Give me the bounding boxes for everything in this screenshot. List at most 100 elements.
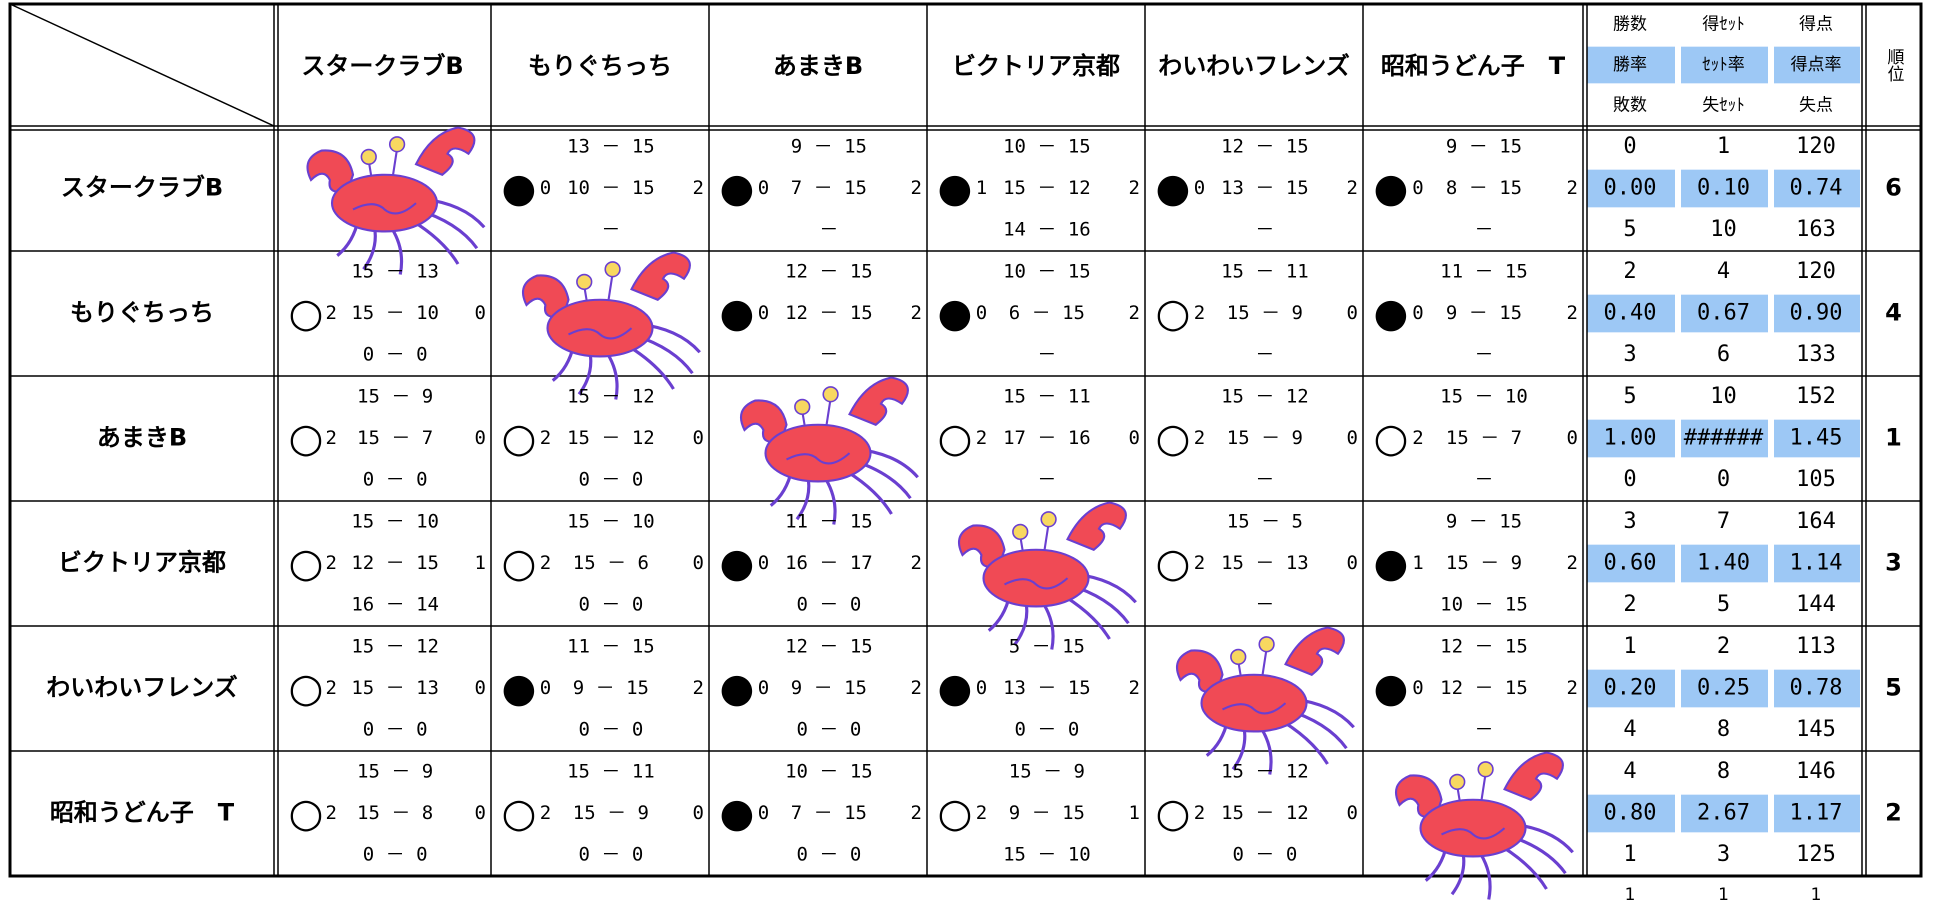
stat-label: 勝数 (1613, 14, 1647, 34)
set-score: 15 － 13 (351, 677, 439, 699)
sets-lost: 2 (911, 302, 922, 324)
highlight (1587, 294, 1675, 333)
sets-lost: 0 (1347, 427, 1358, 449)
sets-won: 2 (1194, 802, 1205, 824)
set-score: 15 － 9 (1009, 760, 1085, 782)
footer-value: 1 (1811, 885, 1822, 905)
stat-value: 10 (1710, 217, 1737, 242)
result-mark: ○ (502, 541, 537, 587)
stat-value: 5 (1623, 217, 1636, 242)
footer-value: 1 (1718, 885, 1729, 905)
stat-value: 163 (1796, 217, 1836, 242)
set-score: 15 － 9 (1227, 302, 1303, 324)
highlight (1681, 419, 1768, 458)
set-score: 10 － 15 (785, 760, 873, 782)
set-score: － (1474, 219, 1493, 241)
set-score: 0 － 0 (1233, 844, 1298, 866)
stat-value: 144 (1796, 592, 1836, 617)
stat-value: 4 (1717, 259, 1730, 284)
set-score: － (1255, 469, 1274, 491)
sets-lost: 0 (1567, 427, 1578, 449)
set-score: 15 － 10 (351, 302, 439, 324)
set-score: 15 － 11 (567, 760, 655, 782)
stat-value: 2.67 (1697, 801, 1750, 826)
team-header: あまきB (773, 52, 863, 80)
result-mark: ○ (289, 791, 324, 837)
team-header: 昭和うどん子 T (1381, 52, 1566, 80)
result-mark: ○ (502, 791, 537, 837)
stat-value: 0 (1717, 467, 1730, 492)
sets-lost: 2 (693, 677, 704, 699)
set-score: 0 － 0 (797, 719, 862, 741)
sets-lost: 2 (1129, 302, 1140, 324)
result-mark: ○ (1156, 416, 1191, 462)
set-score: 0 － 0 (1015, 719, 1080, 741)
sets-lost: 2 (1129, 177, 1140, 199)
sets-won: 0 (1194, 177, 1205, 199)
sets-won: 2 (976, 427, 987, 449)
set-score: 17 － 16 (1003, 427, 1091, 449)
stat-value: 2 (1623, 592, 1636, 617)
sets-lost: 2 (1129, 677, 1140, 699)
footer-value: 1 (1625, 885, 1636, 905)
set-score: 12 － 15 (785, 635, 873, 657)
set-score: 15 － 12 (1221, 385, 1309, 407)
sets-lost: 2 (911, 177, 922, 199)
sets-lost: 0 (693, 552, 704, 574)
sets-lost: 2 (1347, 177, 1358, 199)
sets-won: 0 (540, 177, 551, 199)
rank: 6 (1885, 174, 1902, 202)
set-score: 0 － 0 (363, 344, 428, 366)
stat-value: 0.67 (1697, 301, 1750, 326)
stat-value: 120 (1796, 259, 1836, 284)
result-mark: ○ (938, 791, 973, 837)
sets-won: 2 (540, 552, 551, 574)
rank-label: 順位 (1884, 48, 1905, 82)
result-mark: ● (720, 291, 755, 337)
stat-label: ｾｯﾄ率 (1702, 55, 1745, 75)
sets-lost: 0 (1347, 302, 1358, 324)
sets-lost: 1 (1129, 802, 1140, 824)
sets-lost: 1 (475, 552, 486, 574)
set-score: 15 － 12 (567, 427, 655, 449)
result-mark: ○ (1156, 791, 1191, 837)
sets-won: 1 (976, 177, 987, 199)
set-score: 9 － 15 (791, 135, 867, 157)
set-score: 13 － 15 (567, 135, 655, 157)
set-score: 0 － 0 (579, 469, 644, 491)
crab-image (1175, 625, 1356, 777)
stat-value: 0 (1623, 134, 1636, 159)
set-score: 0 － 0 (363, 719, 428, 741)
stat-value: 2 (1623, 259, 1636, 284)
crab-image (957, 500, 1138, 652)
sets-lost: 0 (475, 427, 486, 449)
result-mark: ● (502, 666, 537, 712)
set-score: 10 － 15 (567, 177, 655, 199)
set-score: 15 － 12 (1003, 177, 1091, 199)
set-score: 16 － 17 (785, 552, 873, 574)
set-score: 0 － 0 (363, 469, 428, 491)
team-name: あまきB (97, 424, 187, 452)
set-score: 12 － 15 (785, 302, 873, 324)
rank: 3 (1885, 549, 1902, 577)
sets-won: 2 (540, 802, 551, 824)
sets-lost: 0 (475, 802, 486, 824)
result-mark: ○ (289, 541, 324, 587)
set-score: 0 － 0 (579, 844, 644, 866)
highlight (1681, 46, 1768, 84)
result-mark: ○ (1156, 541, 1191, 587)
result-mark: ○ (289, 416, 324, 462)
sets-won: 0 (1412, 302, 1423, 324)
highlight (1774, 169, 1860, 208)
team-name: スタークラブB (61, 174, 223, 202)
set-score: 15 － 9 (573, 802, 649, 824)
stat-value: 145 (1796, 717, 1836, 742)
sets-won: 0 (976, 677, 987, 699)
stat-value: 0.80 (1604, 801, 1657, 826)
sets-lost: 0 (475, 677, 486, 699)
set-score: 5 － 15 (1009, 635, 1085, 657)
set-score: － (1037, 344, 1056, 366)
set-score: 12 － 15 (1440, 635, 1528, 657)
highlight (1774, 419, 1860, 458)
